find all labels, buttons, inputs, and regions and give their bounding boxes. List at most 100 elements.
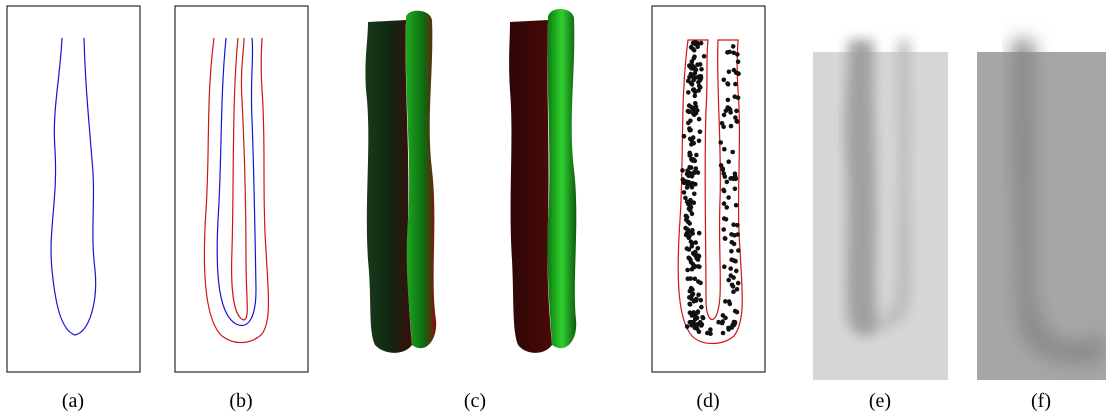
panel-label: (c) (464, 390, 486, 412)
point (695, 62, 700, 67)
point (722, 264, 727, 269)
point (689, 205, 694, 210)
point (726, 195, 731, 200)
point (690, 59, 695, 64)
point (724, 205, 729, 210)
point (729, 124, 734, 129)
point (694, 297, 699, 302)
inner-contour (232, 38, 248, 320)
point (727, 299, 732, 304)
panel-frame (7, 6, 140, 372)
point (721, 188, 726, 193)
surface-arm (547, 9, 576, 348)
panel-frame (175, 6, 308, 372)
panel-label: (a) (62, 390, 84, 412)
panel-label: (f) (1031, 390, 1051, 412)
contour (51, 38, 96, 335)
point (696, 257, 701, 262)
point (688, 276, 693, 281)
point (687, 229, 692, 234)
point (694, 111, 699, 116)
point (697, 117, 702, 122)
point (685, 324, 690, 329)
point (694, 68, 699, 73)
points (680, 40, 741, 336)
point (732, 242, 737, 247)
point (699, 305, 704, 310)
point (733, 171, 738, 176)
point (696, 293, 701, 298)
point (722, 201, 727, 206)
point (721, 313, 726, 318)
point (733, 115, 738, 120)
point (721, 331, 726, 336)
point (680, 168, 685, 173)
point (681, 177, 686, 182)
point (692, 192, 697, 197)
point (735, 223, 740, 228)
point (728, 266, 733, 271)
point (695, 41, 700, 46)
point (685, 215, 690, 220)
point (722, 78, 727, 83)
point (728, 107, 733, 112)
surface (365, 20, 412, 353)
center-contour (217, 38, 256, 326)
point (690, 141, 695, 146)
point (688, 289, 693, 294)
point (725, 180, 730, 185)
point (687, 221, 692, 226)
surface-arm (406, 11, 437, 348)
point (716, 320, 721, 325)
point (686, 90, 691, 95)
point (727, 70, 732, 75)
point (695, 310, 700, 315)
point (730, 283, 735, 288)
point (721, 227, 726, 232)
point (726, 278, 731, 283)
point (730, 150, 735, 155)
point (732, 233, 737, 238)
point (686, 183, 691, 188)
point (687, 75, 692, 80)
point (734, 109, 739, 114)
point (697, 139, 702, 144)
point (685, 268, 690, 273)
point (697, 265, 702, 270)
point (732, 258, 737, 263)
point (690, 322, 695, 327)
point (686, 121, 691, 126)
point (700, 322, 705, 327)
point (688, 310, 693, 315)
point (733, 82, 738, 87)
point (730, 323, 735, 328)
point (722, 216, 727, 221)
point (736, 95, 741, 100)
point (729, 249, 734, 254)
point (731, 51, 736, 56)
point (693, 182, 698, 187)
point (735, 119, 740, 124)
point (688, 137, 693, 142)
point (731, 289, 736, 294)
point (699, 67, 704, 72)
point (682, 190, 687, 195)
point (734, 203, 739, 208)
point (685, 246, 690, 251)
point (702, 54, 707, 59)
point (689, 200, 694, 205)
point (736, 281, 741, 286)
point (731, 177, 736, 182)
point (722, 147, 727, 152)
point (690, 241, 695, 246)
point (699, 298, 704, 303)
point (686, 235, 691, 240)
point (690, 174, 695, 179)
panel-label: (d) (696, 390, 719, 412)
point (733, 187, 738, 192)
point (687, 153, 692, 158)
point (726, 159, 731, 164)
point (683, 196, 688, 201)
point (691, 87, 696, 92)
point (686, 109, 691, 114)
